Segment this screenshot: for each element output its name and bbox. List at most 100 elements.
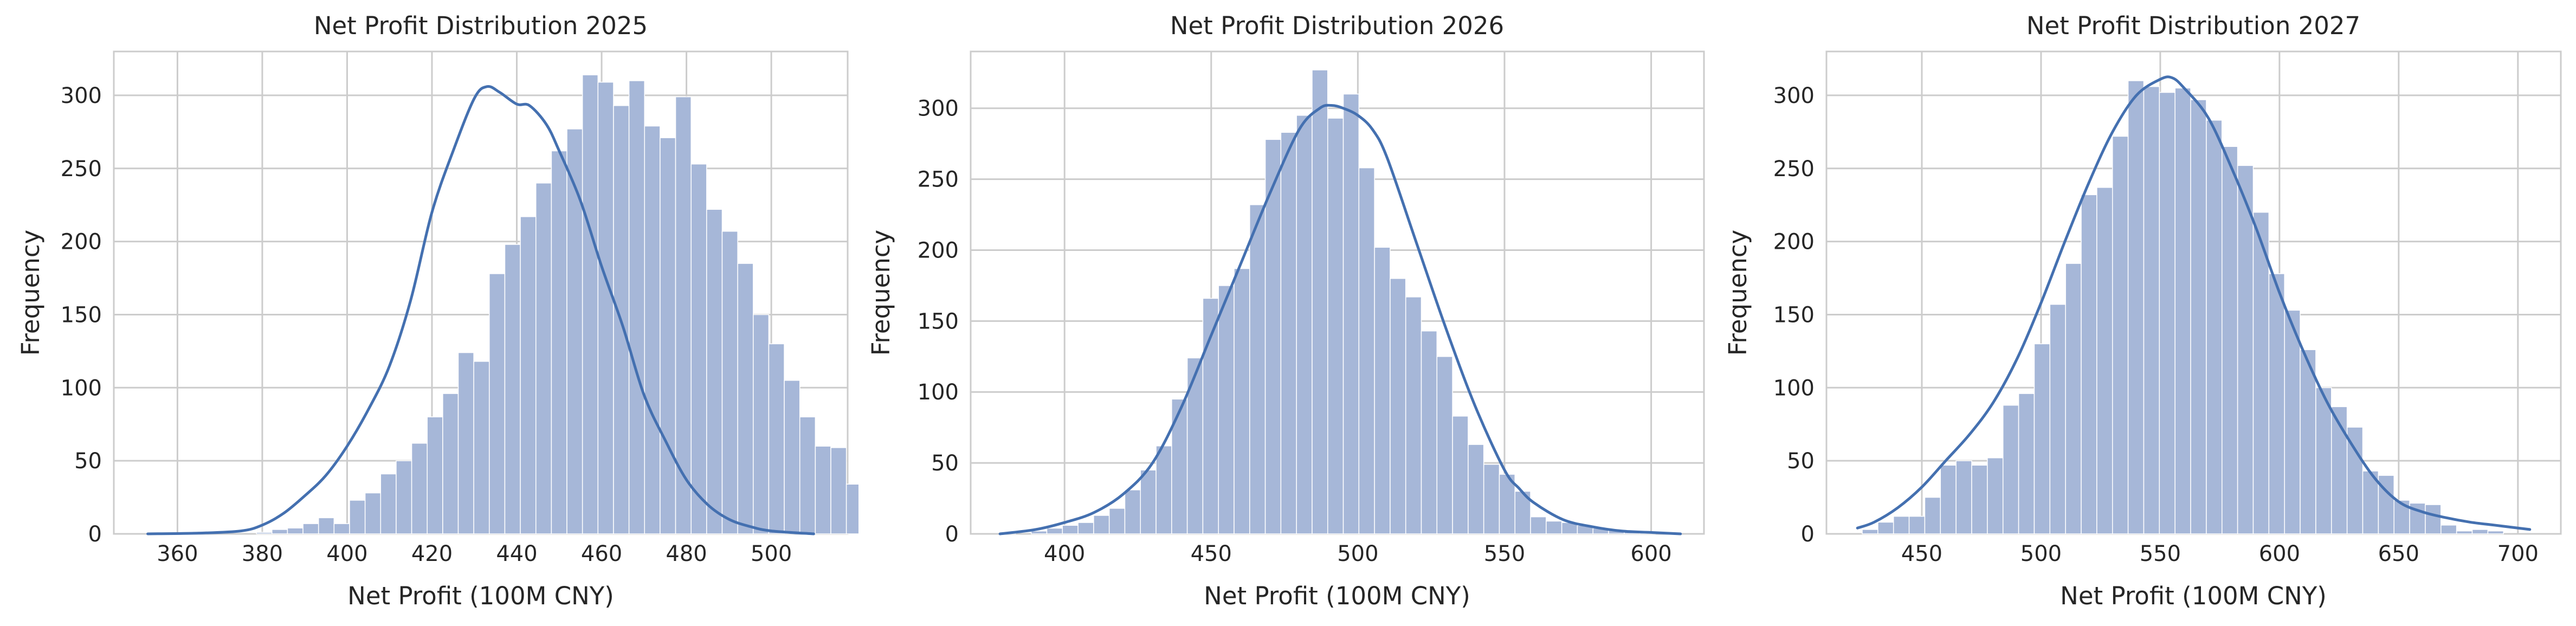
y-tick-labels: 0 50 100 150 200 250 300 (1773, 83, 1815, 547)
x-tick-labels: 450 500 550 600 650 700 (1901, 541, 2539, 566)
y-axis-label: Frequency (867, 230, 895, 356)
x-tick-label: 550 (2140, 541, 2181, 566)
histogram-bar (1893, 515, 1910, 534)
histogram-bar (318, 517, 335, 534)
y-tick-label: 100 (918, 380, 959, 405)
histogram-bar (1971, 464, 1988, 534)
x-tick-label: 400 (326, 541, 367, 566)
histogram-bar (2206, 120, 2223, 534)
histogram-bar (1327, 118, 1344, 534)
histogram-bar (1077, 522, 1094, 534)
histogram-bar (2018, 393, 2035, 534)
chart-title: Net Profit Distribution 2025 (314, 11, 648, 40)
histogram-bar (427, 416, 443, 534)
histogram-bar (2315, 387, 2332, 534)
histogram-bar (2159, 92, 2175, 534)
histogram-bar (411, 443, 428, 534)
x-tick-label: 450 (1191, 541, 1232, 566)
histogram-bar (690, 163, 707, 534)
histogram-bar (1062, 525, 1079, 534)
y-tick-label: 0 (1801, 522, 1815, 547)
histogram-bar (2425, 504, 2442, 534)
histogram-bar (2441, 525, 2457, 534)
y-tick-labels: 0 50 100 150 200 250 300 (918, 96, 959, 547)
histogram-bar (1390, 278, 1406, 534)
histogram-bar (551, 150, 567, 534)
histogram-bar (1924, 496, 1941, 534)
x-tick-label: 700 (2497, 541, 2539, 566)
histogram-2025: 360 380 400 420 440 460 480 500 0 50 100 150 200 250… (16, 11, 858, 610)
y-tick-label: 0 (88, 522, 102, 547)
histogram-bar (2112, 135, 2129, 534)
histogram-bar (302, 523, 319, 534)
x-axis-label: Net Profit (100M CNY) (1204, 582, 1470, 610)
histogram-bar (272, 529, 288, 534)
histogram-bar (675, 96, 692, 534)
histogram-bar (380, 473, 397, 534)
histogram-bar (1108, 508, 1126, 534)
histogram-bar (566, 128, 583, 534)
histogram-bar (737, 263, 754, 534)
y-tick-label: 150 (918, 309, 959, 334)
histogram-bar (2127, 80, 2145, 534)
histogram-bar (1862, 529, 1878, 534)
histogram-bar (1312, 69, 1328, 534)
histogram-bar (364, 492, 382, 534)
histogram-bar (520, 216, 537, 534)
histogram-bar (2300, 349, 2316, 534)
x-tick-label: 650 (2378, 541, 2419, 566)
x-tick-label: 440 (496, 541, 537, 566)
histogram-bar (2174, 87, 2191, 534)
y-tick-label: 250 (61, 157, 102, 182)
histogram-bar (1186, 357, 1204, 534)
histogram-bar (504, 244, 521, 534)
y-tick-label: 100 (61, 376, 102, 401)
x-axis-label: Net Profit (100M CNY) (2060, 582, 2327, 610)
x-tick-label: 600 (1630, 541, 1671, 566)
chart-title: Net Profit Distribution 2026 (1170, 11, 1504, 40)
histogram-bar (1405, 296, 1422, 534)
y-tick-label: 50 (74, 449, 102, 474)
chart-panel-2027: 450 500 550 600 650 700 0 50 100 150 200 250 300 Ne… (1717, 0, 2576, 626)
histogram-2027: 450 500 550 600 650 700 0 50 100 150 200 250 300 Ne… (1723, 11, 2562, 610)
histogram-bar (2346, 427, 2364, 534)
histogram-bar (1452, 415, 1469, 534)
x-tick-label: 550 (1484, 541, 1525, 566)
histogram-bar (256, 532, 273, 534)
x-tick-label: 600 (2259, 541, 2300, 566)
y-axis-label: Frequency (1723, 230, 1752, 356)
chart-panel-2025: 360 380 400 420 440 460 480 500 0 50 100 150 200 250… (0, 0, 858, 626)
histogram-bar (644, 125, 661, 534)
x-axis-label: Net Profit (100M CNY) (347, 582, 614, 610)
histogram-bar (1468, 444, 1484, 534)
x-tick-label: 500 (751, 541, 792, 566)
histogram-bar (1987, 457, 2004, 534)
histogram-bar (473, 361, 490, 534)
y-tick-label: 200 (1773, 230, 1815, 255)
histogram-bar (442, 393, 459, 534)
histogram-bar (799, 416, 816, 534)
kde-curve (146, 85, 815, 535)
x-tick-label: 360 (157, 541, 198, 566)
histogram-bar (1140, 469, 1157, 534)
histogram-bar (1499, 474, 1516, 534)
histogram-bar (2237, 165, 2254, 534)
x-tick-label: 400 (1044, 541, 1085, 566)
histogram-bar (845, 483, 858, 534)
y-tick-label: 200 (61, 230, 102, 255)
histogram-bar (1530, 516, 1547, 534)
histogram-bar (1421, 330, 1438, 534)
y-tick-labels: 0 50 100 150 200 250 300 (61, 83, 102, 547)
histogram-2026: 400 450 500 550 600 0 50 100 150 200 250 300 Net P… (867, 11, 1705, 610)
histogram-bar (582, 74, 599, 534)
histogram-bar (784, 380, 800, 534)
histogram-bar (1342, 93, 1360, 534)
bars (256, 74, 858, 534)
histogram-bar (1877, 521, 1894, 534)
histogram-bar (597, 81, 614, 534)
histogram-bar (396, 460, 412, 534)
histogram-bar (830, 447, 847, 534)
histogram-bar (1046, 527, 1063, 534)
histogram-bar (1955, 460, 1972, 534)
